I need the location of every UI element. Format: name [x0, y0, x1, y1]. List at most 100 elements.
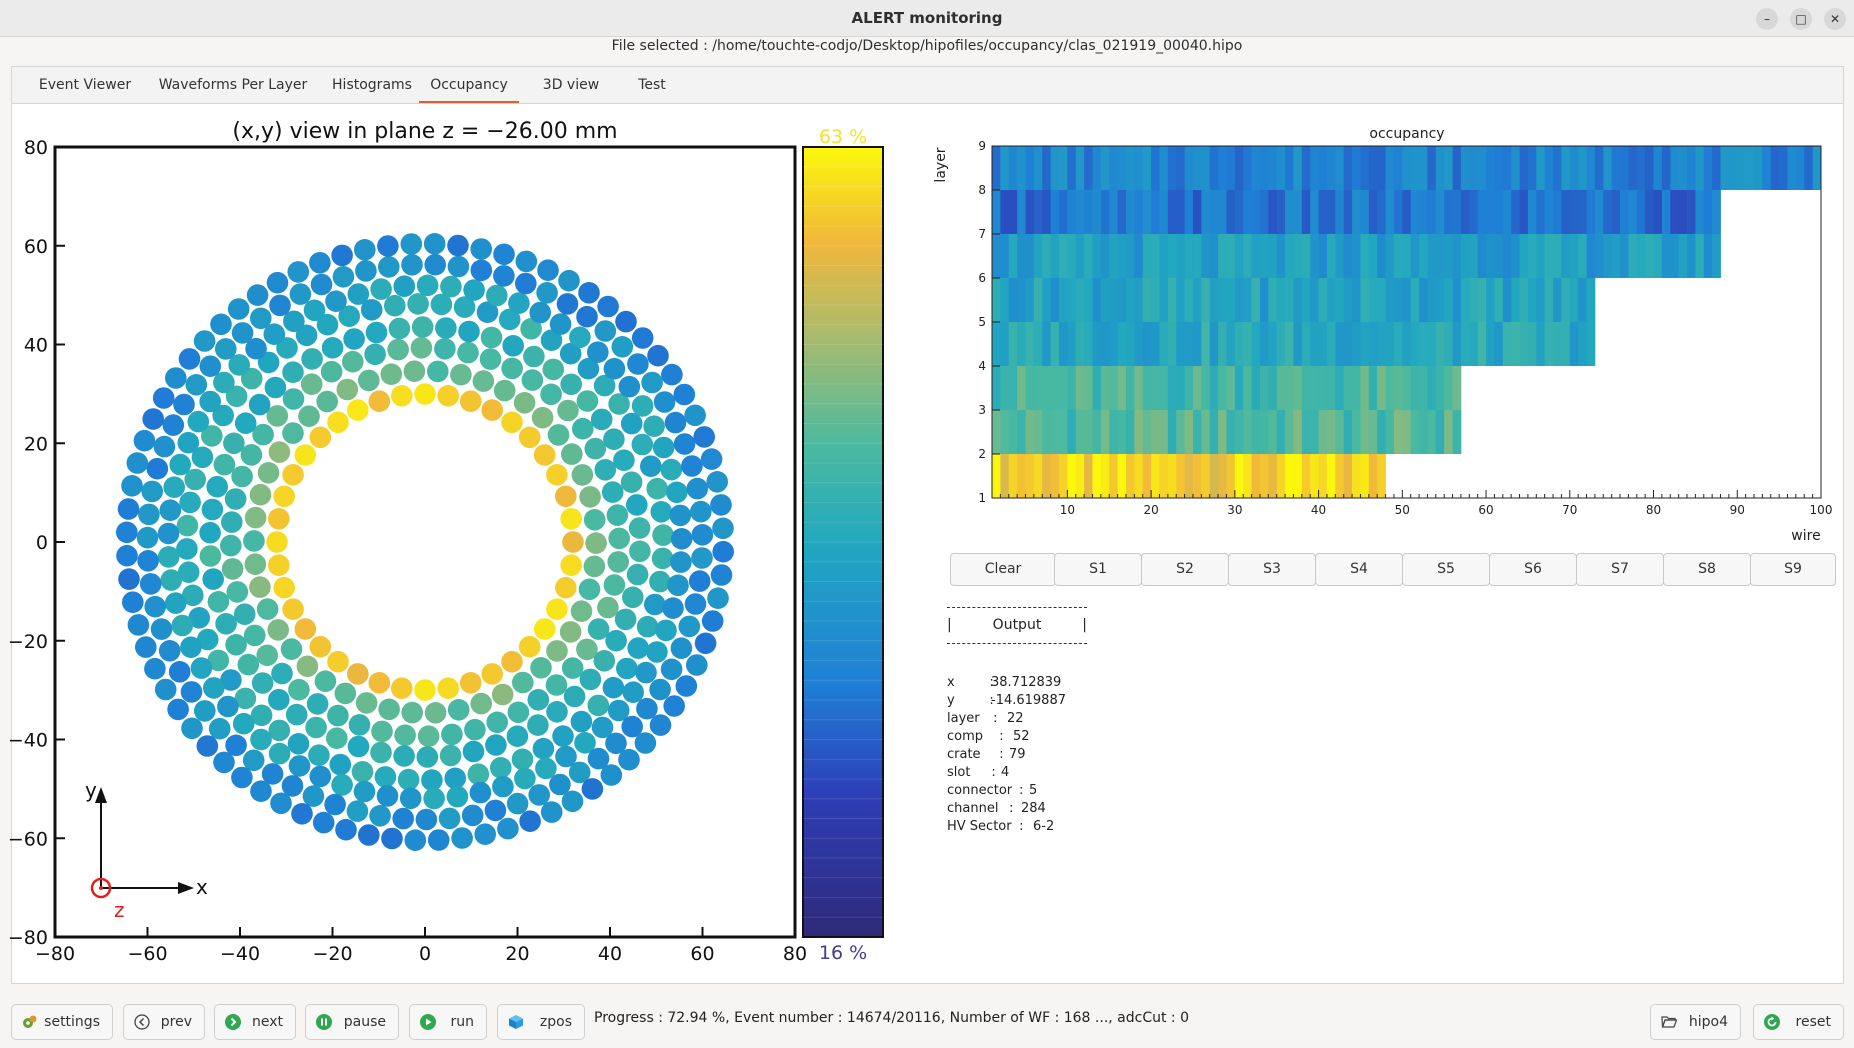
wire-cell[interactable]	[501, 411, 523, 434]
wire-cell[interactable]	[232, 712, 255, 735]
wire-cell[interactable]	[520, 318, 542, 340]
wire-cell[interactable]	[461, 804, 484, 827]
wire-cell[interactable]	[560, 554, 582, 576]
wire-cell[interactable]	[118, 568, 140, 590]
wire-cell[interactable]	[285, 703, 308, 726]
wire-cell[interactable]	[474, 823, 497, 845]
wire-cell[interactable]	[400, 233, 423, 255]
wire-cell[interactable]	[470, 692, 493, 715]
run-button[interactable]: run	[409, 1004, 487, 1040]
wire-cell[interactable]	[631, 327, 654, 349]
wire-cell[interactable]	[664, 411, 687, 434]
wire-cell[interactable]	[684, 404, 706, 427]
wire-cell[interactable]	[355, 692, 378, 714]
wire-cell[interactable]	[213, 751, 235, 774]
hipo4-button[interactable]: hipo4	[1650, 1004, 1741, 1040]
wire-cell[interactable]	[231, 766, 253, 789]
wire-cell[interactable]	[472, 370, 495, 392]
wire-cell[interactable]	[243, 624, 266, 647]
wire-cell[interactable]	[282, 464, 304, 486]
wire-cell[interactable]	[597, 295, 619, 318]
wire-cell[interactable]	[168, 661, 191, 683]
wire-cell[interactable]	[634, 732, 657, 754]
wire-cell[interactable]	[603, 574, 626, 596]
wire-cell[interactable]	[614, 608, 637, 631]
wire-cell[interactable]	[392, 807, 415, 830]
wire-cell[interactable]	[121, 475, 143, 497]
wire-cell[interactable]	[646, 477, 668, 500]
wire-cell[interactable]	[332, 266, 355, 288]
wire-cell[interactable]	[407, 293, 429, 315]
wire-cell[interactable]	[561, 443, 583, 465]
wire-cell[interactable]	[173, 393, 195, 416]
wire-cell[interactable]	[593, 650, 616, 672]
wire-cell[interactable]	[193, 330, 216, 352]
wire-cell[interactable]	[248, 393, 271, 416]
wire-cell[interactable]	[325, 290, 347, 313]
wire-cell[interactable]	[467, 763, 490, 785]
wire-cell[interactable]	[618, 375, 641, 398]
wire-cell[interactable]	[326, 727, 348, 749]
minimize-icon[interactable]: –	[1756, 8, 1778, 30]
wire-cell[interactable]	[631, 433, 654, 456]
wire-cell[interactable]	[650, 501, 673, 523]
wire-cell[interactable]	[343, 328, 365, 350]
wire-cell[interactable]	[393, 275, 416, 298]
wire-cell[interactable]	[507, 701, 530, 724]
wire-cell[interactable]	[569, 326, 591, 349]
wire-cell[interactable]	[289, 283, 312, 305]
wire-cell[interactable]	[561, 657, 584, 679]
wire-cell[interactable]	[377, 235, 399, 257]
wire-cell[interactable]	[282, 388, 305, 410]
wire-cell[interactable]	[635, 661, 657, 684]
wire-cell[interactable]	[463, 279, 485, 301]
wire-cell[interactable]	[501, 650, 523, 673]
wire-cell[interactable]	[184, 468, 206, 491]
wire-cell[interactable]	[518, 635, 541, 658]
wire-cell[interactable]	[600, 764, 623, 786]
wire-cell[interactable]	[601, 481, 624, 503]
wire-cell[interactable]	[529, 301, 551, 324]
wire-cell[interactable]	[370, 278, 392, 300]
wire-cell[interactable]	[560, 508, 582, 530]
wire-cell[interactable]	[329, 753, 352, 776]
wire-cell[interactable]	[276, 337, 298, 359]
wire-cell[interactable]	[457, 341, 479, 364]
wire-cell[interactable]	[486, 284, 508, 307]
wire-cell[interactable]	[397, 768, 420, 791]
wire-cell[interactable]	[615, 310, 637, 333]
settings-button[interactable]: settings	[11, 1004, 113, 1040]
wire-cell[interactable]	[261, 763, 284, 785]
close-icon[interactable]: ✕	[1824, 8, 1846, 30]
wire-cell[interactable]	[199, 545, 222, 567]
wire-cell[interactable]	[199, 521, 221, 544]
wire-cell[interactable]	[416, 274, 439, 297]
xy-view-plot[interactable]: (x,y) view in plane z = −26.00 mm −80 −60…	[0, 103, 940, 983]
wire-cell[interactable]	[331, 244, 353, 267]
wire-cell[interactable]	[587, 694, 610, 717]
wire-cell[interactable]	[157, 522, 180, 545]
wire-cell[interactable]	[225, 634, 247, 656]
wire-cell[interactable]	[201, 498, 224, 521]
wire-cell[interactable]	[690, 500, 712, 523]
wire-cell[interactable]	[316, 390, 339, 413]
wire-cell[interactable]	[616, 657, 638, 680]
wire-cell[interactable]	[675, 675, 698, 697]
wire-cell[interactable]	[459, 672, 482, 694]
maximize-icon[interactable]: □	[1790, 8, 1812, 30]
wire-cell[interactable]	[414, 679, 436, 701]
wire-cell[interactable]	[153, 435, 176, 458]
wire-cell[interactable]	[491, 683, 514, 706]
wire-cell[interactable]	[391, 385, 413, 407]
wire-cell[interactable]	[268, 554, 290, 576]
wire-cell[interactable]	[681, 455, 703, 477]
wire-cell[interactable]	[572, 417, 594, 440]
wire-cell[interactable]	[314, 670, 337, 692]
wire-cell[interactable]	[309, 426, 332, 449]
wire-cell[interactable]	[190, 657, 213, 679]
wire-cell[interactable]	[162, 414, 185, 436]
wire-cell[interactable]	[250, 704, 273, 727]
wire-cell[interactable]	[221, 558, 244, 580]
s4-button[interactable]: S4	[1315, 553, 1403, 586]
wire-cell[interactable]	[139, 573, 162, 595]
